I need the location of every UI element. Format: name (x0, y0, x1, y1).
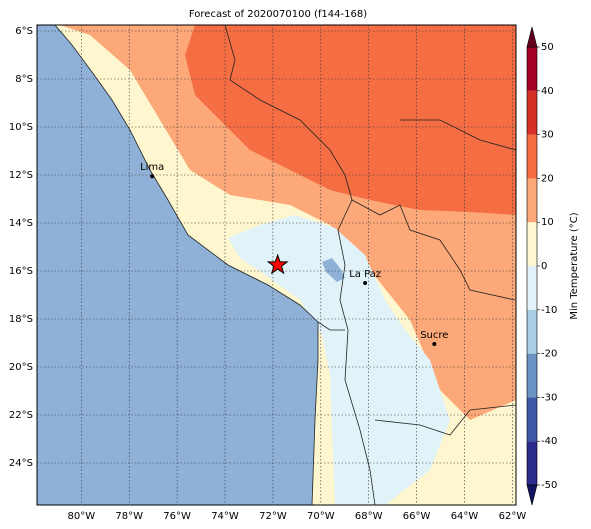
map-fields (37, 25, 516, 505)
colorbar-tick-label: 50 (541, 42, 554, 53)
colorbar-label: Min Temperature (°C) (569, 212, 580, 319)
colorbar-over (526, 26, 538, 48)
x-tick-label: 78°W (115, 511, 143, 522)
y-tick-label: 16°S (9, 266, 33, 277)
city-label: Lima (140, 162, 164, 173)
colorbar-tick-label: 40 (541, 86, 554, 97)
map-frame (36, 24, 517, 506)
zone-neg10-0 (228, 215, 450, 505)
x-tick-label: 68°W (355, 511, 383, 522)
colorbar-bin (527, 309, 537, 354)
colorbar-bin (527, 90, 537, 135)
colorbar-bin (527, 47, 537, 91)
city-marker (432, 341, 437, 346)
ocean (37, 25, 319, 505)
colorbar-tick-label: -20 (541, 349, 557, 360)
star-marker (266, 253, 289, 275)
x-tick-label: 74°W (211, 511, 239, 522)
colorbar-bin (527, 134, 537, 179)
y-tick-label: 24°S (9, 458, 33, 469)
colorbar-bin (527, 353, 537, 398)
colorbar-tick-label: 10 (541, 217, 554, 228)
colorbar-tick-label: 30 (541, 130, 554, 141)
y-tick-label: 20°S (9, 362, 33, 373)
colorbar-bin (527, 266, 537, 310)
colorbar-bin (527, 222, 537, 266)
y-tick-label: 6°S (15, 26, 33, 37)
x-tick-label: 62°W (499, 511, 527, 522)
lake (322, 258, 345, 282)
colorbar-tick-label: -30 (541, 392, 557, 403)
zone-20-30 (185, 25, 516, 215)
colorbar-tick-label: 0 (541, 261, 547, 272)
y-tick-label: 10°S (9, 122, 33, 133)
city-label: La Paz (349, 269, 381, 280)
title: Forecast of 2020070100 (f144-168) (189, 9, 367, 20)
y-tick-label: 12°S (9, 170, 33, 181)
colorbar-tick-label: -10 (541, 305, 557, 316)
x-tick-label: 70°W (307, 511, 335, 522)
x-tick-label: 76°W (163, 511, 191, 522)
x-tick-label: 66°W (403, 511, 431, 522)
colorbar-tick-label: -40 (541, 436, 557, 447)
x-tick-label: 64°W (451, 511, 479, 522)
city-marker (363, 281, 368, 285)
y-tick-label: 14°S (9, 218, 33, 229)
y-tick-label: 8°S (15, 74, 33, 85)
city-label: Sucre (420, 330, 448, 341)
colorbar-bin (527, 178, 537, 223)
x-tick-label: 72°W (259, 511, 287, 522)
colorbar-tick-label: -50 (541, 480, 557, 491)
x-tick-label: 80°W (67, 511, 95, 522)
colorbar-bin (527, 441, 537, 485)
city-marker (150, 174, 155, 179)
colorbar-bin (527, 397, 537, 442)
colorbar-under (526, 484, 538, 506)
y-tick-label: 22°S (9, 410, 33, 421)
colorbar-tick-label: 20 (541, 173, 554, 184)
y-tick-label: 18°S (9, 314, 33, 325)
